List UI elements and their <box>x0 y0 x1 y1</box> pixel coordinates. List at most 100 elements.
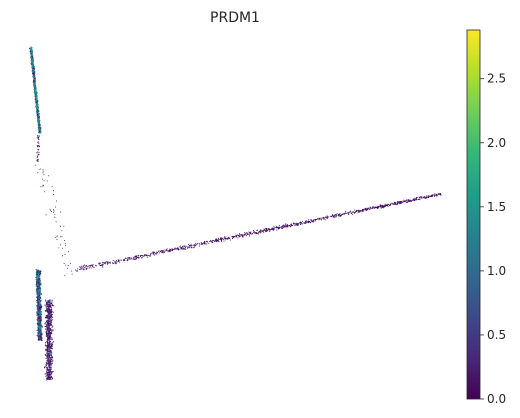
data-point <box>265 231 267 233</box>
data-point <box>352 211 354 213</box>
data-point <box>228 236 230 239</box>
data-point <box>217 237 219 239</box>
data-point <box>357 209 359 211</box>
data-point <box>36 276 38 279</box>
data-point <box>35 99 38 102</box>
data-point <box>189 244 191 246</box>
data-point <box>142 257 144 259</box>
data-point <box>432 194 434 196</box>
data-point <box>47 342 49 344</box>
data-point <box>295 223 297 225</box>
data-point <box>42 172 44 174</box>
data-point <box>138 256 140 259</box>
data-point <box>248 234 250 236</box>
data-point <box>173 248 175 250</box>
data-point <box>35 102 38 105</box>
data-point <box>46 374 48 376</box>
scatter-points <box>28 46 442 381</box>
data-point <box>67 265 69 266</box>
data-point <box>38 149 40 151</box>
data-point <box>343 214 345 216</box>
data-point <box>217 239 219 241</box>
data-point <box>434 193 436 195</box>
data-point <box>326 216 328 218</box>
data-point <box>345 210 347 213</box>
data-point <box>60 244 62 246</box>
data-point <box>46 333 48 335</box>
data-point <box>31 56 34 58</box>
data-point <box>64 275 66 277</box>
data-point <box>62 255 63 257</box>
data-point <box>38 126 41 128</box>
data-point <box>37 296 39 298</box>
data-point <box>40 130 42 133</box>
data-point <box>252 230 255 232</box>
data-point <box>392 203 394 205</box>
data-point <box>53 209 55 211</box>
data-point <box>156 251 158 253</box>
data-point <box>229 237 231 239</box>
data-point <box>51 319 53 321</box>
data-point <box>142 254 144 257</box>
data-point <box>48 304 50 306</box>
data-point <box>49 377 52 379</box>
data-point <box>394 201 396 204</box>
data-point <box>39 307 41 309</box>
data-point <box>51 355 53 357</box>
data-point <box>50 306 52 308</box>
data-point <box>37 313 40 316</box>
data-point <box>189 246 191 248</box>
data-point <box>223 236 225 238</box>
data-point <box>48 369 50 371</box>
data-point <box>86 268 88 271</box>
data-point <box>227 237 229 239</box>
data-point <box>129 258 131 260</box>
data-point <box>44 348 47 350</box>
data-point <box>31 52 33 54</box>
data-point <box>383 204 385 206</box>
data-point <box>36 292 38 294</box>
data-point <box>49 370 52 372</box>
data-point <box>395 201 397 204</box>
data-point <box>102 263 104 265</box>
colorbar-ticks: 0.0 0.5 1.0 1.5 2.0 2.5 <box>480 72 506 406</box>
data-point <box>137 256 139 258</box>
data-point <box>35 94 37 97</box>
data-point <box>286 226 289 228</box>
data-point <box>164 250 166 252</box>
data-point <box>295 223 297 226</box>
data-point <box>37 297 39 300</box>
data-point <box>38 116 40 118</box>
data-point <box>86 267 88 269</box>
data-point <box>283 224 285 226</box>
data-point <box>48 322 50 324</box>
data-point <box>190 245 192 247</box>
data-point <box>37 137 39 139</box>
data-point <box>38 332 40 334</box>
data-point <box>150 253 152 255</box>
data-point <box>102 266 104 268</box>
data-point <box>38 135 41 137</box>
data-point <box>162 249 164 252</box>
data-point <box>104 262 106 264</box>
data-point <box>46 324 48 326</box>
data-point <box>281 227 284 230</box>
data-point <box>45 365 47 367</box>
data-point <box>126 260 128 262</box>
data-point <box>389 204 391 206</box>
data-point <box>45 300 47 302</box>
data-point <box>299 222 301 224</box>
data-point <box>196 242 198 244</box>
data-point <box>385 204 387 206</box>
data-point <box>282 227 284 229</box>
data-point <box>422 197 424 199</box>
data-point <box>100 262 102 264</box>
data-point <box>238 233 241 235</box>
data-point <box>371 207 373 209</box>
data-point <box>37 172 39 174</box>
data-point <box>46 309 48 311</box>
data-point <box>37 305 39 308</box>
data-point <box>38 291 40 293</box>
data-point <box>241 234 243 236</box>
data-point <box>169 250 171 252</box>
